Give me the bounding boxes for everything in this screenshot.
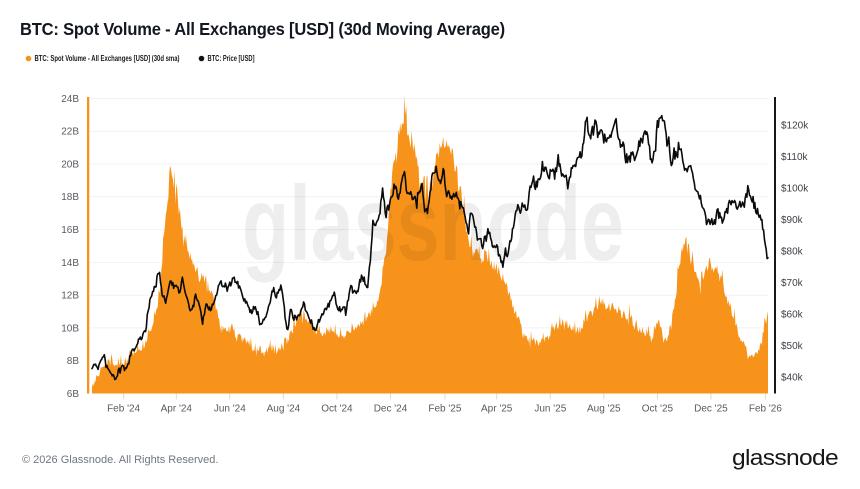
svg-text:$50k: $50k [781,341,804,352]
svg-text:Apr '25: Apr '25 [481,404,513,415]
svg-text:22B: 22B [61,127,79,138]
svg-text:Aug '24: Aug '24 [267,404,301,415]
svg-text:10B: 10B [61,323,79,334]
svg-text:20B: 20B [61,160,79,171]
svg-text:14B: 14B [61,258,79,269]
svg-text:12B: 12B [61,291,79,302]
svg-text:Dec '25: Dec '25 [694,404,728,415]
svg-text:$40k: $40k [781,373,804,384]
svg-text:$110k: $110k [781,152,809,163]
svg-text:© 2026 Glassnode. All Rights R: © 2026 Glassnode. All Rights Reserved. [22,454,218,466]
svg-text:Feb '26: Feb '26 [749,404,782,415]
svg-text:24B: 24B [61,94,79,105]
svg-text:$90k: $90k [781,215,804,226]
svg-text:8B: 8B [67,356,80,367]
svg-text:16B: 16B [61,225,79,236]
svg-text:Aug '25: Aug '25 [587,404,621,415]
svg-text:Oct '24: Oct '24 [321,404,353,415]
svg-text:BTC: Spot Volume - All Exchang: BTC: Spot Volume - All Exchanges [USD] (… [35,54,180,63]
svg-text:Apr '24: Apr '24 [161,404,193,415]
svg-text:Dec '24: Dec '24 [374,404,408,415]
svg-text:glassnode: glassnode [732,445,838,470]
svg-text:Jun '25: Jun '25 [534,404,566,415]
svg-text:BTC: Spot Volume - All Exchang: BTC: Spot Volume - All Exchanges [USD] (… [20,19,505,39]
svg-text:Jun '24: Jun '24 [214,404,246,415]
svg-text:Oct '25: Oct '25 [642,404,674,415]
svg-text:BTC: Price [USD]: BTC: Price [USD] [208,54,255,63]
svg-text:$100k: $100k [781,184,809,195]
svg-text:$60k: $60k [781,310,804,321]
svg-text:18B: 18B [61,192,79,203]
svg-text:Feb '24: Feb '24 [107,404,140,415]
svg-text:Feb '25: Feb '25 [428,404,461,415]
svg-text:$70k: $70k [781,278,804,289]
svg-text:6B: 6B [67,389,80,400]
svg-text:glassnode: glassnode [242,164,624,282]
svg-text:$80k: $80k [781,247,804,258]
svg-text:$120k: $120k [781,121,809,132]
